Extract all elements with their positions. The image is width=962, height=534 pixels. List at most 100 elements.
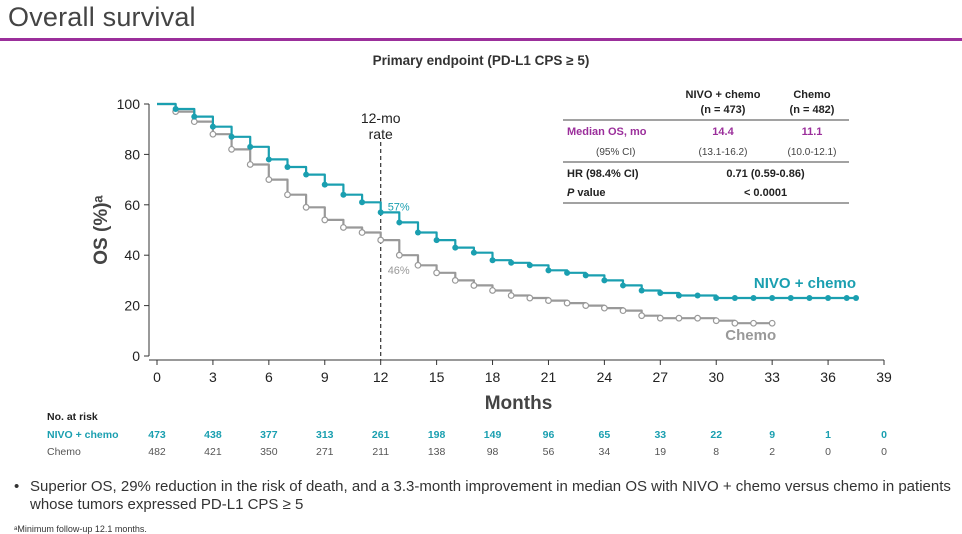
stats-median-chemo: 11.1 <box>802 126 823 138</box>
chemo-censor-mark <box>526 294 534 302</box>
chemo-censor-mark <box>750 319 757 327</box>
stats-median-nivo: 14.4 <box>712 126 734 138</box>
y-tick-label: 60 <box>124 197 140 213</box>
nivo-curve <box>157 102 856 300</box>
nivo-censor-mark <box>359 199 366 206</box>
nivo-censor-mark <box>433 237 440 244</box>
x-tick-label: 18 <box>485 369 501 385</box>
chemo-censor-mark <box>433 269 441 277</box>
chemo-series-label: Chemo <box>725 327 776 344</box>
stats-median-label: Median OS, mo <box>567 126 647 138</box>
rate-label-line2: rate <box>369 126 393 142</box>
nivo-censor-mark <box>731 295 738 302</box>
nivo-censor-mark <box>284 164 291 170</box>
chemo-censor-mark <box>358 229 366 236</box>
y-tick-label: 100 <box>117 96 141 112</box>
risk-table: No. at risk NIVO + chemo 473 438 377 313 261 1… <box>0 408 962 460</box>
nivo-censor-mark <box>303 171 310 178</box>
nivo-censor-mark <box>340 191 347 198</box>
risk-cell: 19 <box>654 446 667 458</box>
x-tick-label: 33 <box>764 369 780 385</box>
nivo-censor-mark <box>377 209 384 216</box>
risk-cell: 473 <box>148 429 166 441</box>
stats-p-italic: P <box>567 187 575 199</box>
y-axis-title: OS (%)ᵃ <box>91 194 112 264</box>
risk-cell: 33 <box>654 429 667 441</box>
nivo-censor-mark <box>657 290 664 296</box>
chemo-censor-mark <box>582 302 590 310</box>
chemo-censor-mark <box>507 292 515 299</box>
risk-row-label: Chemo <box>47 446 81 458</box>
x-tick-label: 24 <box>597 369 613 385</box>
nivo-censor-mark <box>489 257 496 264</box>
chemo-censor-mark <box>600 304 608 312</box>
risk-row-label: NIVO + chemo <box>47 429 119 441</box>
risk-cell: 138 <box>427 446 446 458</box>
stats-col-nivo-n: (n = 473) <box>701 104 746 116</box>
nivo-censor-mark <box>843 295 850 302</box>
nivo-censor-mark <box>191 113 198 120</box>
stats-col-chemo-n: (n = 482) <box>790 104 835 116</box>
chemo-censor-mark <box>470 282 478 289</box>
stats-p-rest: value <box>574 187 605 199</box>
nivo-censor-mark <box>853 295 860 302</box>
nivo-censor-mark <box>806 295 813 302</box>
chemo-censor-mark <box>246 161 254 168</box>
bullet-dot: • <box>14 478 20 495</box>
x-tick-label: 3 <box>209 369 217 385</box>
stats-ci-nivo: (13.1-16.2) <box>699 147 748 158</box>
nivo-censor-mark <box>414 229 421 236</box>
risk-cell: 261 <box>371 429 390 441</box>
nivo-censor-mark <box>601 277 608 284</box>
chemo-censor-mark <box>228 145 235 153</box>
risk-cell: 96 <box>542 429 555 441</box>
x-tick-label: 30 <box>708 369 724 385</box>
chemo-censor-mark <box>451 277 459 284</box>
risk-cell: 1 <box>825 429 831 441</box>
nivo-rate-label: 57% <box>388 201 410 213</box>
x-tick-label: 15 <box>429 369 445 385</box>
risk-cell: 482 <box>148 446 166 458</box>
x-tick-label: 9 <box>321 369 329 385</box>
risk-cell: 421 <box>204 446 222 458</box>
stats-col-chemo: Chemo <box>793 89 831 101</box>
chemo-censor-mark <box>675 314 683 322</box>
stats-ci-label: (95% CI) <box>596 147 635 158</box>
x-tick-label: 21 <box>541 369 557 385</box>
nivo-censor-mark <box>452 244 459 251</box>
chemo-censor-mark <box>712 317 720 325</box>
risk-cell: 198 <box>427 429 446 441</box>
chemo-censor-mark <box>395 251 403 259</box>
nivo-censor-mark <box>228 133 235 140</box>
stats-p-value: < 0.0001 <box>744 187 787 199</box>
risk-cell: 65 <box>598 429 611 441</box>
nivo-censor-mark <box>265 156 272 163</box>
chemo-censor-mark <box>321 216 329 224</box>
stats-hr-value: 0.71 (0.59-0.86) <box>726 168 805 180</box>
nivo-censor-mark <box>787 295 794 302</box>
x-tick-label: 39 <box>876 369 892 385</box>
risk-cell: 9 <box>769 429 776 441</box>
risk-cell: 98 <box>486 446 499 458</box>
chemo-censor-mark <box>377 236 385 244</box>
y-tick-label: 80 <box>124 146 140 162</box>
chemo-censor-mark <box>638 312 646 320</box>
chemo-censor-mark <box>619 307 627 315</box>
nivo-censor-mark <box>638 287 645 294</box>
chemo-censor-mark <box>545 297 552 304</box>
nivo-censor-mark <box>470 249 477 256</box>
risk-cell: 350 <box>260 446 278 458</box>
nivo-censor-mark <box>769 295 776 302</box>
risk-cell: 377 <box>260 429 278 441</box>
risk-cell: 0 <box>881 429 887 441</box>
stats-p-label: P value <box>567 187 606 199</box>
rate-label-line1: 12-mo <box>361 110 401 126</box>
nivo-censor-mark <box>825 295 832 302</box>
chemo-censor-mark <box>284 191 291 199</box>
title-rule <box>0 38 962 41</box>
chemo-censor-mark <box>340 224 347 231</box>
nivo-censor-mark <box>582 272 589 279</box>
y-tick-label: 0 <box>132 348 140 364</box>
nivo-censor-mark <box>545 267 552 274</box>
stats-ci-chemo: (10.0-12.1) <box>788 147 837 158</box>
